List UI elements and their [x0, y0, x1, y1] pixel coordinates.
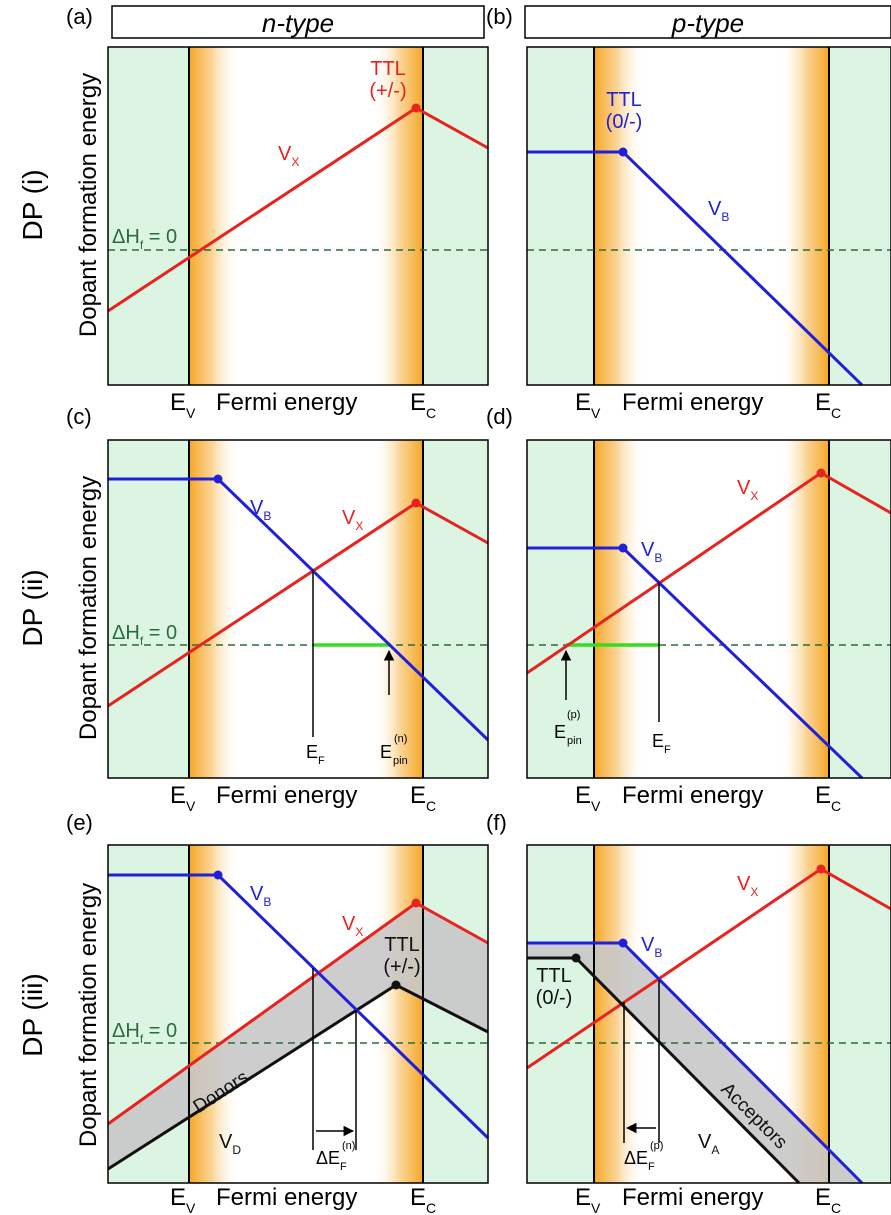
header-n-type-text: n-type	[262, 8, 334, 38]
svg-text:EC: EC	[410, 389, 436, 421]
svg-text:EV: EV	[170, 1184, 196, 1215]
va-label-f: VA	[698, 1131, 719, 1157]
svg-text:EV: EV	[170, 782, 196, 814]
ylabel-e: Dopant formation energy	[75, 883, 102, 1147]
vb-label-d: VB	[641, 539, 662, 565]
panel-c: VB VX ΔHf = 0 EF Epin(n)	[107, 439, 490, 779]
vx-label-e: VX	[342, 913, 363, 939]
row-label-i: DP (i)	[17, 169, 48, 240]
ttl-point-a	[411, 103, 421, 113]
ttl-point-b	[618, 147, 628, 157]
ylabel-c: Dopant formation energy	[75, 476, 102, 740]
donor-band-e	[108, 903, 488, 1169]
xaxis-labels-b: EV Fermi energy EC	[575, 389, 841, 421]
svg-text:EV: EV	[575, 389, 601, 421]
acceptor-band-f	[527, 943, 862, 1183]
zero-label-c: ΔHf = 0	[112, 622, 177, 648]
svg-text:Fermi energy: Fermi energy	[216, 1184, 357, 1211]
svg-text:Fermi energy: Fermi energy	[216, 389, 357, 416]
delta-ef-label-f: ΔEF(p)	[624, 1140, 663, 1173]
zero-label-a: ΔHf = 0	[112, 226, 177, 252]
svg-text:EV: EV	[575, 1184, 601, 1215]
row-label-iii: DP (iii)	[17, 973, 48, 1056]
header-p-type: p-type	[524, 5, 891, 39]
panel-b: TTL (0/-) VB	[526, 46, 891, 387]
svg-text:EC: EC	[815, 1184, 841, 1215]
svg-text:EC: EC	[410, 1184, 436, 1215]
panel-letter-d: (d)	[486, 404, 513, 429]
header-p-type-text: p-type	[671, 8, 744, 38]
ttl-label-a: TTL (+/-)	[369, 58, 406, 102]
svg-text:EC: EC	[815, 782, 841, 814]
vx-label-f: VX	[737, 873, 758, 899]
vb-label-b: VB	[708, 198, 729, 224]
svg-text:EC: EC	[815, 389, 841, 421]
ylabel-a: Dopant formation energy	[75, 73, 102, 337]
epin-label-c: Epin(n)	[380, 733, 408, 767]
ef-label-d: EF	[652, 731, 671, 756]
svg-text:Fermi energy: Fermi energy	[622, 1184, 763, 1211]
vb-label-e: VB	[250, 883, 271, 909]
panel-d: VB VX Epin(p) EF	[526, 439, 891, 780]
vx-label-d: VX	[737, 477, 758, 503]
svg-text:EV: EV	[575, 782, 601, 814]
vx-label-a: VX	[278, 143, 299, 169]
vx-label-c: VX	[342, 507, 363, 533]
panel-a: TTL (+/-) VX ΔHf = 0	[107, 46, 489, 386]
ttl-label-b: TTL (0/-)	[606, 89, 643, 133]
delta-ef-label-e: ΔEF(n)	[316, 1140, 355, 1173]
ttl-label-e: TTL (+/-)	[383, 934, 420, 978]
svg-text:Fermi energy: Fermi energy	[622, 782, 763, 809]
svg-text:EC: EC	[410, 782, 436, 814]
panel-e: VB VX TTL (+/-) ΔHf = 0 Donors VD ΔEF(n)	[107, 844, 490, 1184]
xaxis-labels-d: EV Fermi energy EC	[575, 782, 841, 814]
header-n-type: n-type	[111, 5, 485, 39]
vb-label-f: VB	[641, 934, 662, 960]
vd-label-e: VD	[219, 1131, 241, 1157]
xaxis-labels-a: EV Fermi energy EC	[170, 389, 436, 421]
panel-letter-f: (f)	[486, 810, 507, 835]
ttl-label-f: TTL (0/-)	[536, 965, 573, 1009]
svg-text:EV: EV	[170, 389, 196, 421]
panel-letter-b: (b)	[486, 4, 513, 29]
panel-letter-c: (c)	[66, 404, 92, 429]
row-label-ii: DP (ii)	[17, 569, 48, 646]
panel-letter-e: (e)	[66, 810, 93, 835]
panel-f: TTL (0/-) VB VX Acceptors VA ΔEF(p)	[526, 844, 891, 1185]
zero-label-e: ΔHf = 0	[112, 1020, 177, 1046]
xaxis-labels-c: EV Fermi energy EC	[170, 782, 436, 814]
svg-text:Fermi energy: Fermi energy	[622, 389, 763, 416]
vb-label-c: VB	[250, 497, 271, 523]
panel-letter-a: (a)	[66, 4, 93, 29]
xaxis-labels-f: EV Fermi energy EC	[575, 1184, 841, 1215]
svg-text:Fermi energy: Fermi energy	[216, 782, 357, 809]
xaxis-labels-e: EV Fermi energy EC	[170, 1184, 436, 1215]
epin-label-d: Epin(p)	[554, 709, 582, 747]
ef-label-c: EF	[306, 742, 325, 767]
